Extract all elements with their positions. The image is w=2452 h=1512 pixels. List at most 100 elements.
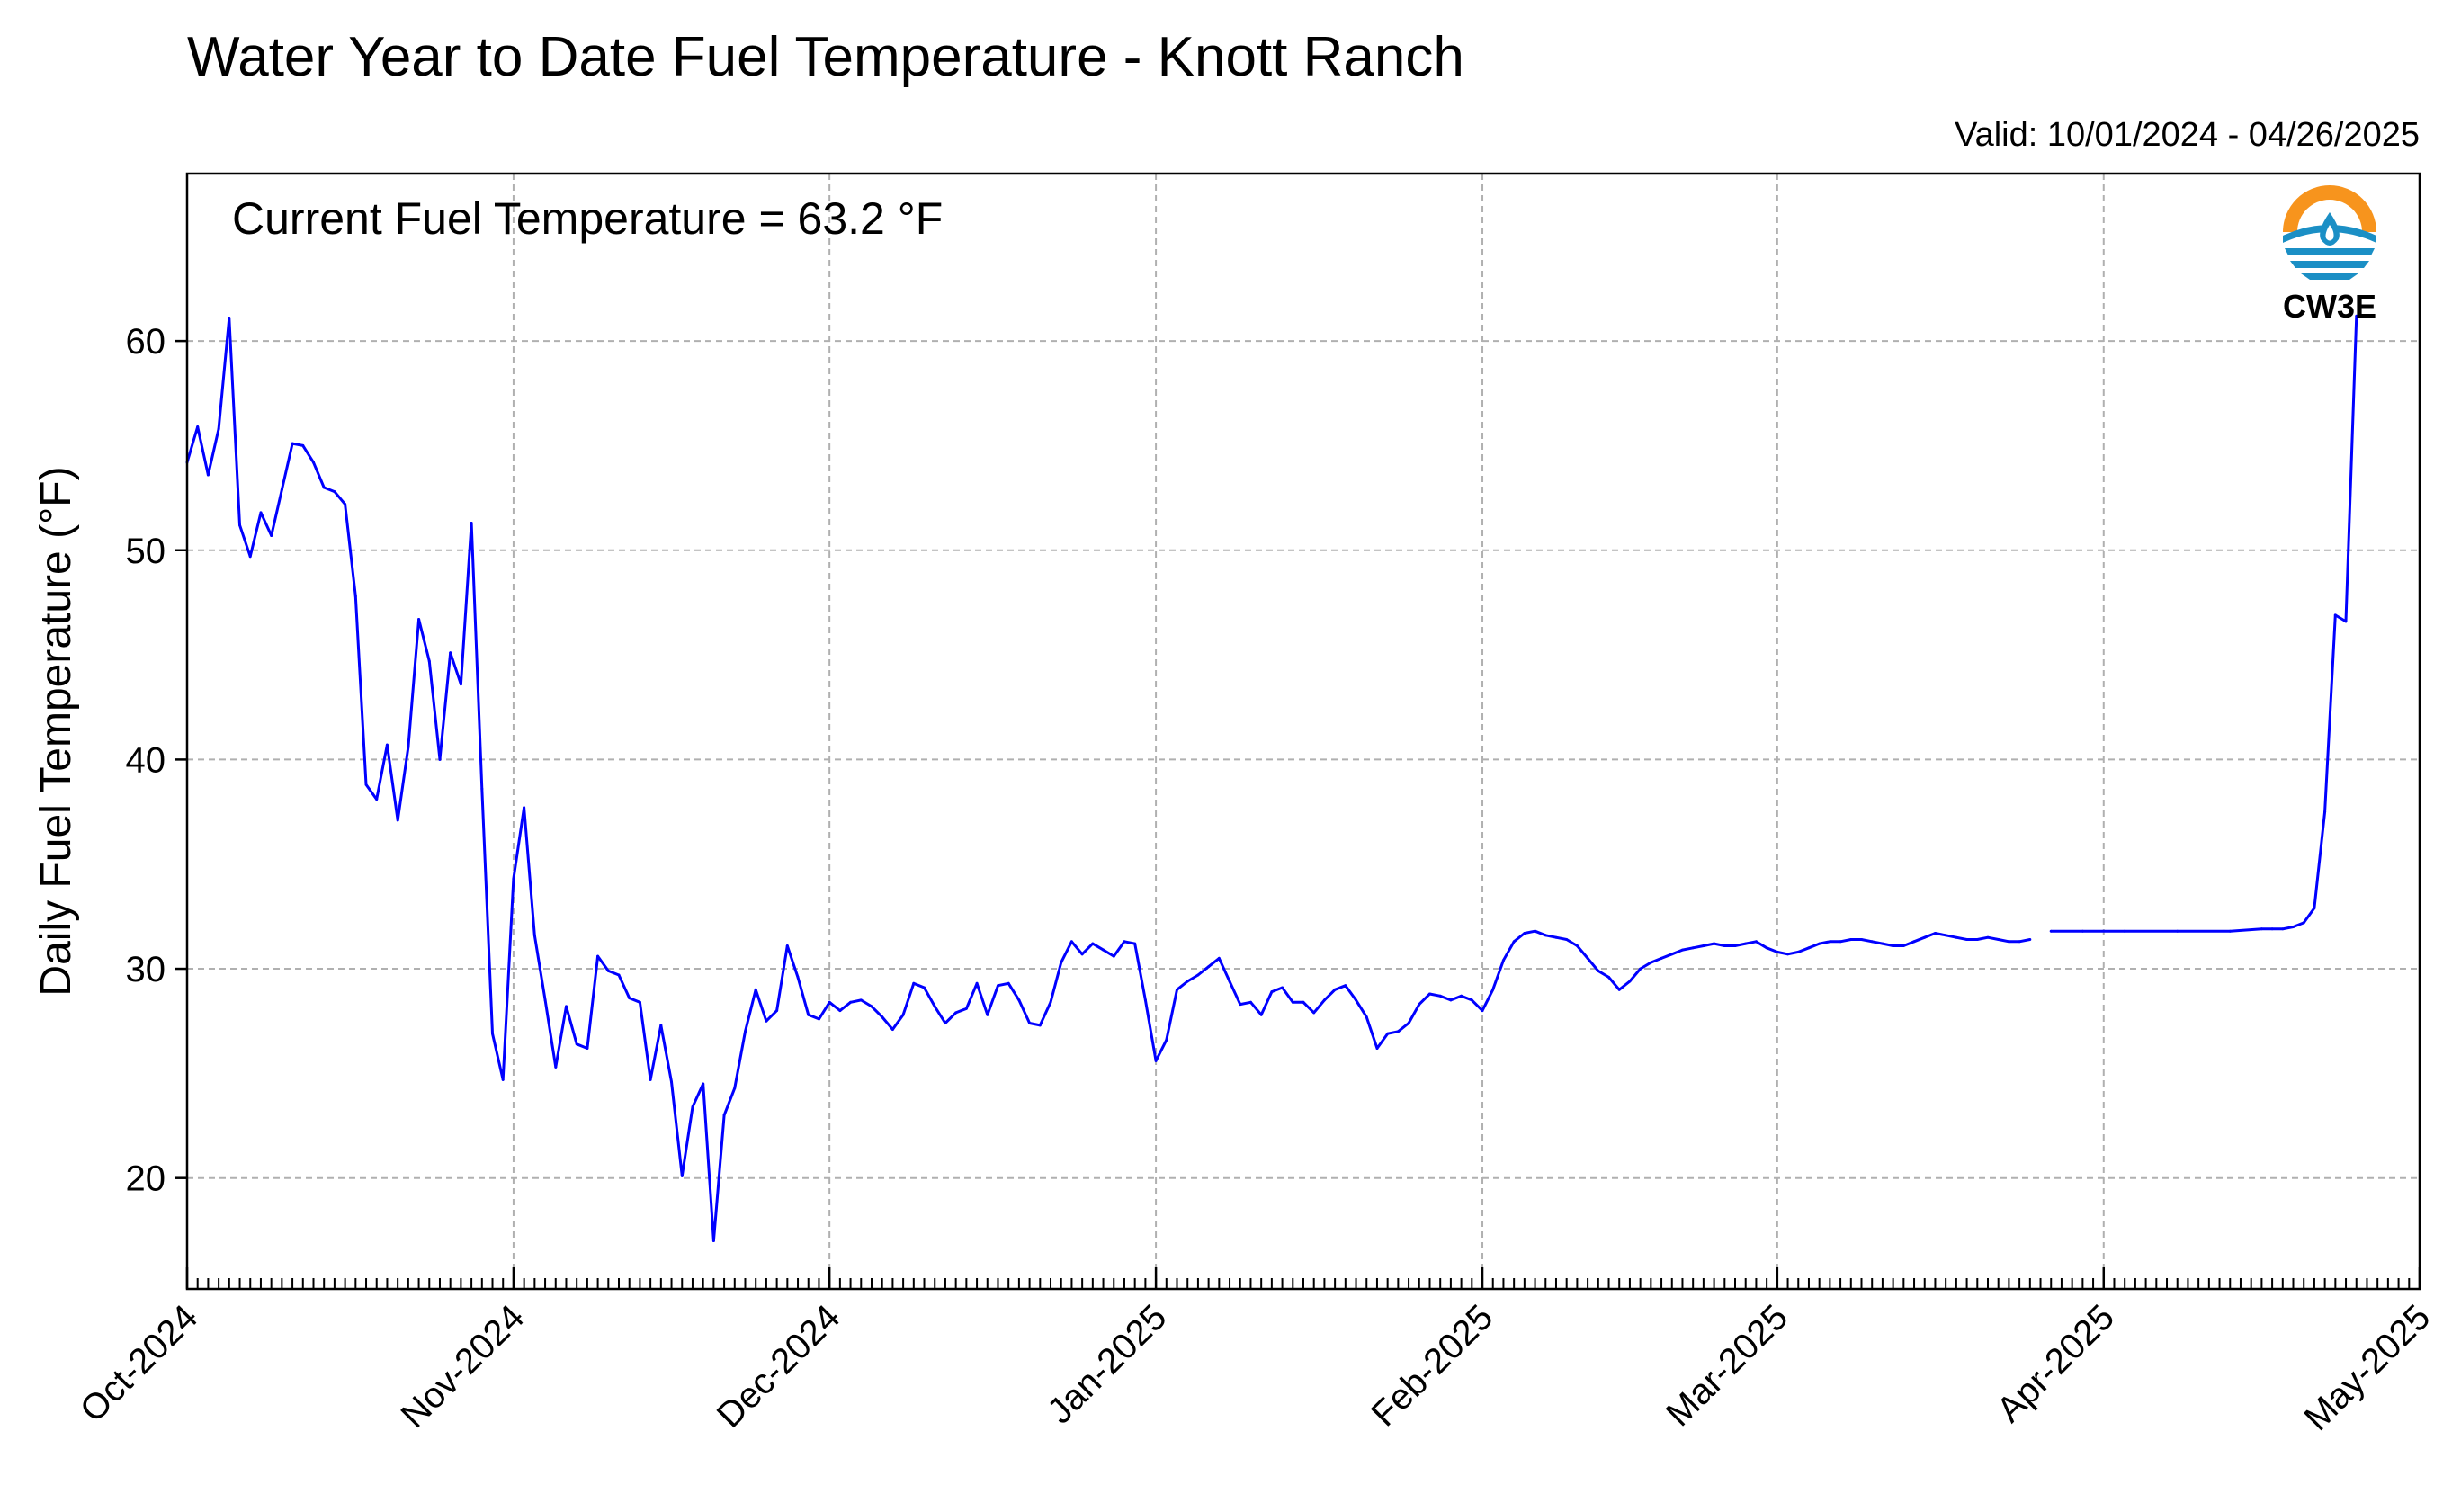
data-point <box>1575 944 1579 947</box>
data-point <box>2260 927 2263 931</box>
data-point <box>353 595 357 598</box>
data-point <box>2313 907 2316 910</box>
data-point <box>1733 944 1737 947</box>
data-point <box>480 787 484 791</box>
data-point <box>1607 975 1610 979</box>
data-point <box>649 1078 652 1081</box>
data-point <box>1660 956 1663 960</box>
data-point <box>881 1015 884 1019</box>
data-point <box>828 1000 831 1004</box>
data-point <box>1091 942 1095 945</box>
data-point <box>364 783 368 786</box>
chart-title: Water Year to Date Fuel Temperature - Kn… <box>187 26 1464 88</box>
data-point <box>1597 969 1600 972</box>
data-point <box>1365 1015 1368 1019</box>
cw3e-logo: CW3E <box>2281 185 2378 325</box>
data-point <box>270 534 273 537</box>
data-point <box>375 798 379 801</box>
data-point <box>1796 950 1800 953</box>
data-point <box>2355 314 2358 318</box>
data-point <box>1807 946 1811 950</box>
data-point <box>417 618 421 621</box>
data-point <box>1934 932 1937 935</box>
data-point <box>1470 998 1473 1002</box>
data-point <box>1565 938 1569 941</box>
data-point <box>1986 935 1990 939</box>
data-point <box>248 555 252 559</box>
data-point <box>1923 935 1927 939</box>
data-point <box>954 1011 958 1015</box>
data-point <box>1407 1022 1410 1024</box>
data-point <box>2323 810 2327 814</box>
data-point <box>1312 1011 1316 1015</box>
y-axis-label: Daily Fuel Temperature (°F) <box>32 466 80 996</box>
data-point <box>565 1005 568 1008</box>
data-point <box>1460 994 1463 998</box>
data-point <box>1049 1000 1052 1004</box>
data-point <box>754 988 757 991</box>
data-point <box>1554 935 1558 939</box>
data-point <box>2281 927 2285 931</box>
data-point <box>964 1007 968 1010</box>
data-point <box>2018 940 2021 944</box>
data-point <box>575 1042 578 1046</box>
data-point <box>491 1032 494 1035</box>
data-point <box>427 659 431 663</box>
data-point <box>523 806 526 810</box>
data-point <box>986 1013 989 1016</box>
data-point <box>1744 942 1748 945</box>
data-point <box>1302 1000 1305 1004</box>
data-point <box>1143 998 1147 1002</box>
data-point <box>1870 940 1874 944</box>
data-point <box>818 1017 820 1021</box>
y-tick-label: 50 <box>126 532 166 571</box>
data-point <box>1723 944 1726 947</box>
data-point <box>1428 992 1431 996</box>
data-point <box>1017 998 1021 1002</box>
data-point <box>1207 965 1211 969</box>
data-point <box>1176 988 1178 991</box>
data-point <box>1944 934 1947 937</box>
data-point <box>1069 940 1073 944</box>
data-point <box>1102 948 1105 952</box>
data-point <box>1702 944 1705 947</box>
data-point <box>849 1000 853 1004</box>
data-point <box>217 427 220 431</box>
data-point <box>691 1105 694 1109</box>
data-point <box>1649 961 1652 964</box>
data-point <box>838 1009 842 1013</box>
data-point <box>238 523 241 527</box>
data-point <box>1881 942 1884 945</box>
data-point <box>2292 926 2295 928</box>
data-point <box>1534 929 1537 933</box>
data-point <box>796 975 800 979</box>
data-point <box>1123 940 1126 944</box>
data-point <box>870 1005 873 1008</box>
data-point <box>438 757 442 761</box>
data-point <box>744 1030 747 1033</box>
data-point <box>301 443 305 447</box>
data-point <box>1902 944 1905 947</box>
data-point <box>1386 1032 1390 1035</box>
data-point <box>1523 932 1526 935</box>
data-point <box>1997 938 2000 941</box>
cw3e-logo-text: CW3E <box>2283 288 2376 325</box>
data-point <box>1670 953 1674 956</box>
data-point <box>606 969 610 972</box>
data-point <box>1007 981 1010 985</box>
data-point <box>680 1174 684 1177</box>
data-point <box>1249 1000 1252 1004</box>
data-point <box>1154 1059 1158 1062</box>
data-point <box>2123 929 2126 933</box>
data-point <box>2028 938 2032 941</box>
data-point <box>1912 940 1916 944</box>
data-point <box>1491 988 1495 991</box>
data-point <box>333 490 336 494</box>
data-point <box>944 1022 947 1024</box>
data-point <box>1196 973 1200 977</box>
data-point <box>659 1024 663 1027</box>
data-point <box>2302 921 2305 925</box>
data-point <box>512 877 515 881</box>
data-point <box>280 488 283 491</box>
